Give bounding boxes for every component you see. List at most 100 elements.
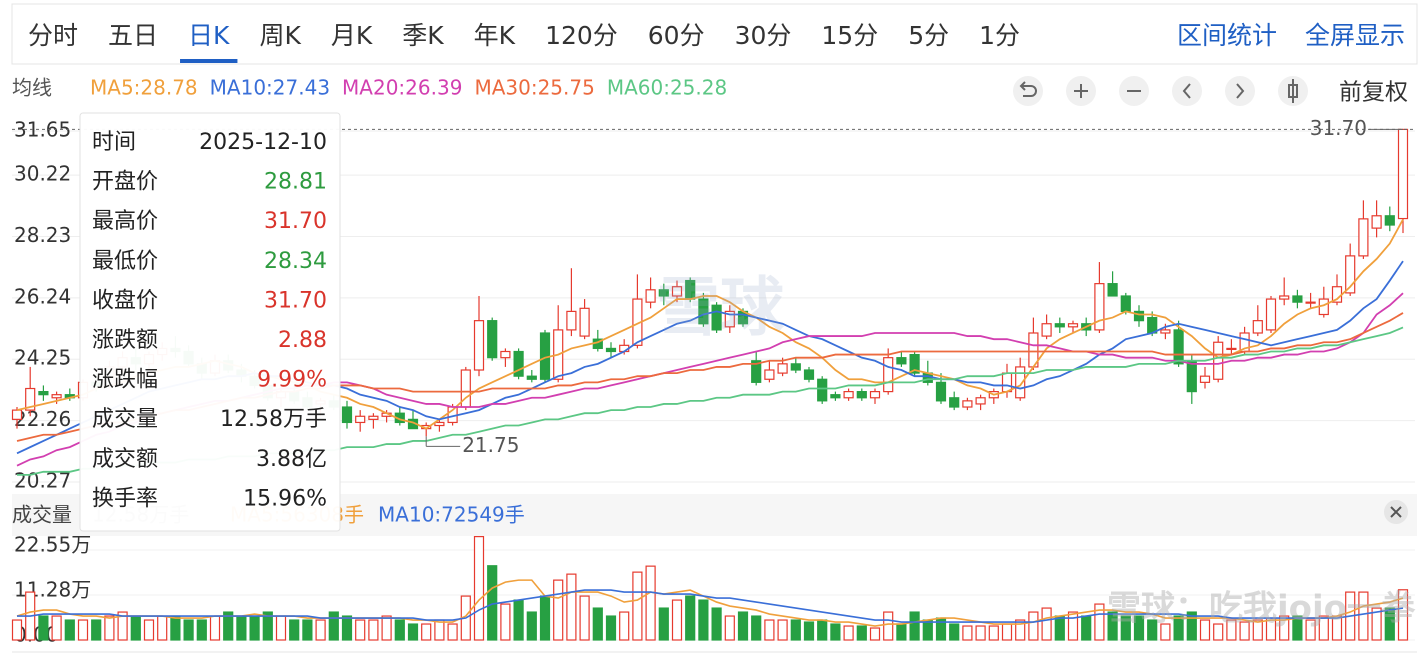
candle-body [434,421,445,427]
volume-bar [1397,589,1409,641]
volume-bar [328,611,339,641]
volume-bar [157,615,168,641]
period-tab[interactable]: 30分 [735,21,792,50]
volume-bar [500,603,511,641]
volume-bar [1041,607,1052,641]
volume-bar [341,615,353,641]
volume-bar [1147,619,1158,641]
volume-bar [1054,615,1065,641]
period-tab[interactable]: 5分 [908,21,949,50]
candle-body [487,320,498,359]
candle-body [962,400,973,408]
volume-bar [843,625,854,641]
volume-bar [1226,619,1237,641]
tooltip-box [79,112,341,532]
candle-body [1292,295,1303,303]
volume-bar [1292,615,1303,641]
period-tab[interactable]: 分时 [28,21,78,50]
tooltip-label: 开盘价 [92,170,158,195]
candle-body [500,350,511,359]
tooltip-value: 2025-12-10 [199,130,327,155]
tooltip-value: 28.34 [264,249,327,274]
volume-bar [1028,611,1039,641]
volume-bar [1081,615,1092,641]
tooltip-value: 2.88 [278,328,327,353]
volume-bar [1186,611,1197,641]
period-tab[interactable]: 季K [402,21,444,50]
toolbar-action[interactable]: 全屏显示 [1305,21,1405,50]
candle-body [803,369,815,380]
candle-body [856,391,867,399]
candle-body [975,397,986,405]
volume-bar [988,625,999,641]
volume-bar [856,625,867,641]
volume-bar [513,599,524,641]
candle-body [355,415,366,424]
adjust-mode[interactable]: 前复权 [1339,80,1408,106]
y-tick-label: 30.22 [14,162,71,186]
volume-bar [275,615,287,641]
volume-ma-line [16,579,1404,627]
tooltip-value: 15.96% [243,486,327,511]
period-tab[interactable]: 1分 [979,21,1020,50]
period-tab[interactable]: 60分 [648,21,705,50]
period-tab[interactable]: 15分 [821,21,878,50]
volume-bar [553,579,564,641]
left-button[interactable] [1172,76,1202,106]
tooltip-value: 28.81 [264,170,327,195]
y-tick-label: 24.25 [14,346,71,370]
period-tab[interactable]: 五日 [108,21,158,50]
max-label: 31.70 [1310,116,1367,140]
period-tab[interactable]: 月K [331,21,373,50]
volume-bar [1384,607,1395,641]
candle-body [698,298,709,325]
candle-body [671,286,683,297]
candle-body [817,378,828,402]
period-tab[interactable]: 日K [188,21,230,50]
candle-body [764,369,775,380]
volume-bar [658,607,669,641]
plus-icon [1074,84,1088,98]
candle-body [1199,375,1211,383]
candle-body [513,350,524,377]
volume-bar [869,627,881,641]
volume-bar [751,615,762,641]
volume-bar [790,619,801,641]
tooltip-value: 31.70 [264,288,327,313]
volume-bar [1199,619,1211,641]
undo-button[interactable] [1013,76,1043,106]
candle-body [909,353,920,374]
volume-ma-line [17,589,1404,623]
legend-entry: MA30:25.75 [474,76,594,100]
tooltip-value: 12.58万手 [220,407,327,432]
watermark-logo: 雪球 [656,272,785,346]
volume-bar [117,611,128,641]
volume-bar [11,619,23,641]
volume-bar [896,623,907,641]
right-button[interactable] [1225,76,1255,106]
volume-bar [196,619,207,641]
volume-bar [737,611,749,641]
toolbar-frame [11,3,1418,65]
volume-bar [777,619,788,641]
volume-bar [922,619,933,641]
candle-body [1371,215,1382,229]
y-tick-label: 28.23 [14,223,71,247]
candle-body [1265,298,1277,331]
candle-body [724,310,735,328]
tooltip-label: 涨跌幅 [92,368,158,393]
volume-title: 成交量 [12,503,72,527]
legend-entry: MA60:25.28 [607,76,727,100]
toolbar-action[interactable]: 区间统计 [1177,21,1277,50]
volume-bar [1279,615,1290,641]
candle-body [38,391,49,396]
period-tab[interactable]: 年K [474,21,516,50]
tooltip-label: 成交量 [92,407,158,432]
volume-bar [421,623,432,641]
volume-bar [289,619,300,641]
candle-body [843,391,854,399]
candle-body [658,289,669,297]
period-tab[interactable]: 周K [259,21,301,50]
volume-bar [526,611,537,641]
period-tab[interactable]: 120分 [545,21,618,50]
